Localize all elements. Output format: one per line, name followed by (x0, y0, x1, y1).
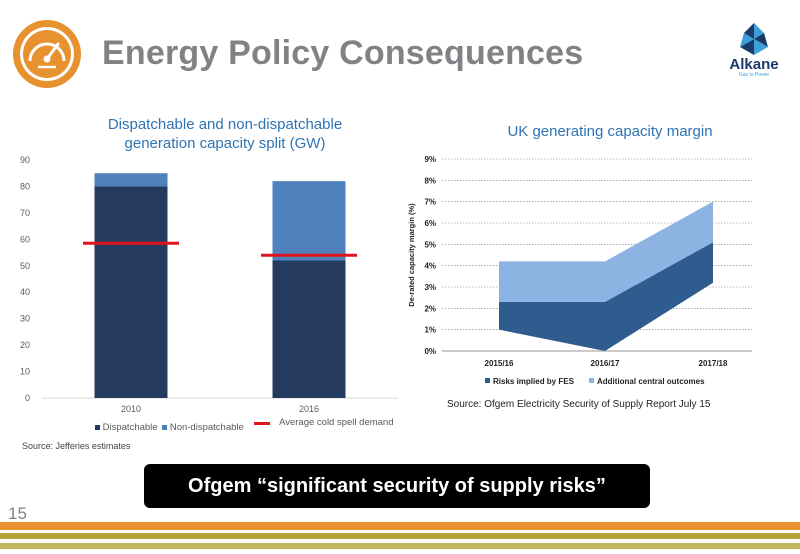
y-axis-label: De-rated capacity margin (%) (407, 203, 416, 307)
page-title: Energy Policy Consequences (102, 34, 584, 72)
logo-tagline: Gas to Power (738, 72, 770, 78)
x-tick-label: 2015/16 (485, 359, 514, 368)
y-tick-label: 20 (20, 340, 30, 350)
legend-label: Risks implied by FES (493, 377, 575, 386)
y-tick-label: 10 (20, 367, 30, 377)
legend-swatch (589, 378, 594, 383)
chart2-plot: 0% 1% 2% 3% 4% 5% 6% 7% 8% 9% 2015/16 2016/17 2017/1… (407, 155, 752, 386)
legend-label-cold-spell: Average cold spell demand (279, 417, 394, 428)
x-tick-label: 2017/18 (699, 359, 728, 368)
logo-text: Alkane (729, 56, 779, 73)
company-logo: Alkane Gas to Power (718, 20, 790, 84)
chart1-legend: Dispatchable Non-dispatchable Average co… (95, 417, 394, 433)
chart1-title: Dispatchable and non-dispatchable genera… (107, 116, 343, 152)
y-tick-label: 5% (424, 240, 436, 249)
x-tick-label: 2010 (121, 404, 141, 414)
footer-stripe-orange (0, 522, 800, 530)
legend-label: Additional central outcomes (597, 377, 705, 386)
bar-dispatchable (94, 186, 168, 398)
y-tick-label: 1% (424, 326, 436, 335)
chart2-title: UK generating capacity margin (507, 123, 713, 140)
y-tick-label: 70 (20, 208, 30, 218)
alkane-logo-mark-icon (740, 23, 768, 55)
area-additional-central-outcomes (499, 201, 713, 302)
chart1-plot: 0 10 20 30 40 50 60 70 80 90 2010 2016 (20, 155, 398, 414)
legend-swatch (485, 378, 490, 383)
y-tick-label: 8% (424, 176, 436, 185)
chart2-source: Source: Ofgem Electricity Security of Su… (447, 399, 711, 410)
y-tick-label: 60 (20, 234, 30, 244)
y-tick-label: 80 (20, 181, 30, 191)
key-message-banner: Ofgem “significant security of supply ri… (144, 464, 650, 508)
y-tick-label: 90 (20, 155, 30, 165)
y-tick-label: 9% (424, 155, 436, 164)
legend-swatch-cold-spell (254, 422, 271, 425)
speedometer-icon (13, 20, 81, 88)
y-tick-label: 2% (424, 304, 436, 313)
legend-label-non-dispatchable: Non-dispatchable (169, 422, 244, 433)
y-tick-label: 40 (20, 287, 30, 297)
chart1-source: Source: Jefferies estimates (22, 441, 131, 451)
y-tick-label: 4% (424, 262, 436, 271)
bar-non-dispatchable (272, 181, 346, 261)
bar-non-dispatchable (94, 173, 168, 187)
legend-swatch-non-dispatchable (162, 425, 168, 430)
x-tick-label: 2016/17 (591, 359, 620, 368)
footer-stripe-olive-2 (0, 543, 800, 549)
x-tick-label: 2016 (299, 404, 319, 414)
footer-stripe-olive (0, 533, 800, 539)
legend-swatch-dispatchable (95, 425, 100, 430)
page-number: 15 (8, 504, 27, 523)
legend-label-dispatchable: Dispatchable (102, 422, 158, 433)
y-tick-label: 0% (424, 347, 436, 356)
y-tick-label: 7% (424, 198, 436, 207)
bar-dispatchable (272, 260, 346, 398)
y-tick-label: 0 (25, 393, 30, 403)
y-tick-label: 6% (424, 219, 436, 228)
y-tick-label: 30 (20, 314, 30, 324)
area-risks-implied-by-fes (499, 242, 713, 351)
y-tick-label: 3% (424, 283, 436, 292)
y-tick-label: 50 (20, 261, 30, 271)
